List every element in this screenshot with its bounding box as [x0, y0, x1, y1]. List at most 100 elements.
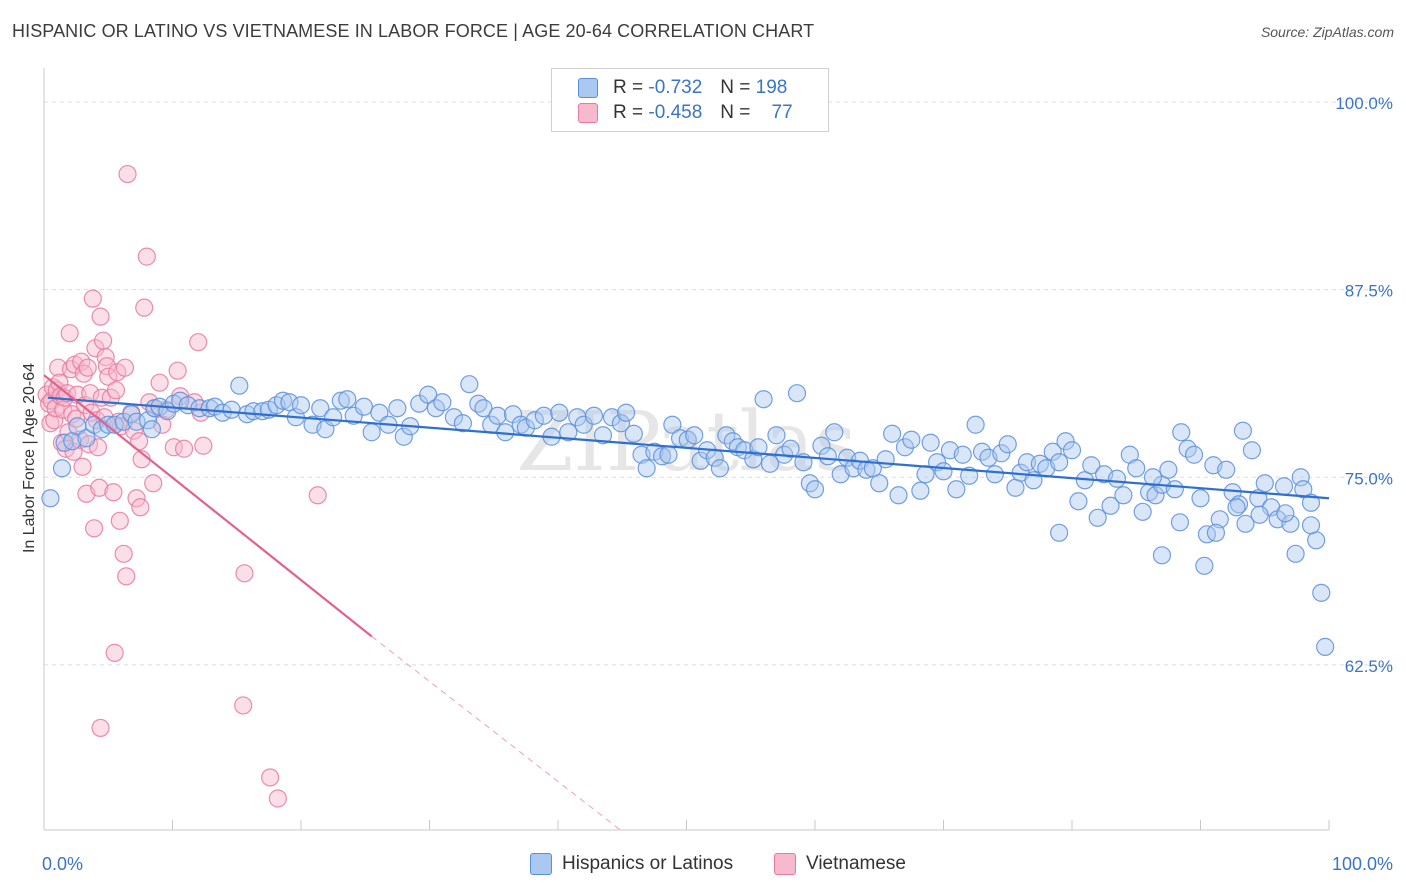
vietnamese-point [85, 519, 104, 538]
hispanic-point [55, 433, 74, 452]
tick-labels: 100.0% 87.5% 75.0% 62.5% 0.0% 100.0% [42, 94, 1393, 874]
hispanic-point [127, 412, 146, 431]
vietnamese-point [110, 511, 129, 530]
hispanic-point [142, 420, 162, 439]
vietnamese-point [86, 339, 105, 358]
hispanic-point [781, 439, 800, 458]
hispanic-point [593, 426, 613, 445]
y-tick-label: 87.5% [1345, 282, 1393, 301]
hispanic-point [1114, 486, 1133, 505]
hispanic-point [324, 408, 343, 427]
vietnamese-point [78, 358, 97, 377]
hispanic-point [354, 397, 374, 416]
hispanic-point [77, 429, 96, 448]
y-tick-label: 75.0% [1345, 469, 1393, 488]
hispanic-point [1056, 432, 1075, 451]
hispanic-point [474, 399, 493, 418]
legend-n-value: 77 [771, 102, 793, 123]
hispanic-point [1133, 502, 1152, 521]
hispanic-point [960, 466, 979, 485]
hispanic-point [637, 459, 656, 478]
hispanic-point [1227, 498, 1246, 517]
vietnamese-point [83, 289, 102, 308]
hispanic-point [1233, 421, 1253, 440]
hispanic-point [453, 414, 473, 433]
hispanic-point [114, 412, 133, 431]
hispanic-point [895, 438, 915, 457]
vietnamese-point [189, 333, 208, 352]
correlation-legend: R = -0.732 N = 198 R = -0.458 N = 77 [551, 68, 829, 132]
vietnamese-point [234, 696, 253, 715]
bottom-legend-vietnamese: Vietnamese [774, 852, 906, 876]
bottom-legend-swatch-hispanic [530, 853, 552, 875]
hispanic-point [550, 403, 569, 422]
hispanic-point [1159, 460, 1178, 479]
hispanic-point [818, 447, 837, 466]
legend-n-label: N = [720, 102, 751, 123]
hispanic-point [1062, 441, 1082, 460]
legend-r-value: -0.458 [648, 102, 703, 123]
hispanic-point [685, 426, 704, 445]
hispanic-points [41, 375, 1335, 656]
bottom-legend-label-hispanic: Hispanics or Latinos [562, 853, 734, 874]
vietnamese-point [174, 439, 194, 458]
hispanic-point [624, 424, 643, 443]
hispanic-point [394, 427, 413, 446]
hispanic-point [1242, 441, 1262, 460]
axes [43, 68, 1330, 831]
legend-n-label: N = [720, 77, 751, 98]
vietnamese-point [268, 789, 287, 808]
hispanic-point [525, 411, 544, 430]
hispanic-point [419, 385, 438, 404]
hispanic-point [911, 481, 930, 500]
hispanic-point [966, 415, 985, 434]
vietnamese-point [104, 483, 123, 502]
hispanic-point [1274, 477, 1294, 496]
hispanic-point [902, 430, 921, 449]
hispanic-point [744, 450, 763, 469]
vietnamese-point [91, 307, 110, 326]
hispanic-point [488, 406, 507, 425]
vietnamese-point [90, 478, 109, 497]
hispanic-point [1152, 546, 1172, 565]
hispanic-point [1069, 492, 1088, 511]
hispanic-point [1050, 453, 1069, 472]
vietnamese-point [67, 409, 86, 428]
hispanic-point [222, 400, 241, 419]
hispanic-point [1082, 456, 1101, 475]
hispanic-point [652, 447, 672, 466]
hispanic-point [812, 436, 831, 455]
y-axis-label: In Labor Force | Age 20-64 [21, 362, 38, 554]
hispanic-point [1250, 505, 1269, 524]
legend-r-label: R = [613, 77, 644, 98]
y-tick-label: 62.5% [1345, 657, 1393, 676]
hispanic-point [388, 399, 407, 418]
hispanic-point [1088, 508, 1107, 527]
hispanic-point [882, 424, 902, 443]
vietnamese-point [137, 247, 156, 266]
chart-title: HISPANIC OR LATINO VS VIETNAMESE IN LABO… [12, 21, 815, 41]
vietnamese-point [60, 324, 79, 343]
hispanic-point [1286, 544, 1305, 563]
vietnamese-point [70, 430, 90, 449]
hispanic-point [663, 415, 682, 434]
vietnamese-point [150, 373, 169, 392]
watermark-text: ZIPatlas [517, 395, 857, 490]
hispanic-point [617, 403, 636, 422]
trend-lines [43, 374, 1330, 832]
hispanic-point [863, 459, 882, 478]
hispanic-point [1165, 480, 1184, 499]
vietnamese-point [144, 474, 163, 493]
hispanic-point [574, 415, 593, 434]
hispanic-point [825, 423, 844, 442]
hispanic-point [787, 384, 807, 403]
vietnamese-point [131, 498, 150, 517]
hispanic-point [1043, 442, 1062, 461]
hispanic-point [1312, 583, 1331, 602]
hispanic-point [767, 426, 786, 445]
hispanic-point [331, 391, 350, 410]
hispanic-point [1191, 489, 1210, 508]
hispanic-trend-line [47, 396, 1330, 500]
hispanic-point [1172, 423, 1191, 442]
